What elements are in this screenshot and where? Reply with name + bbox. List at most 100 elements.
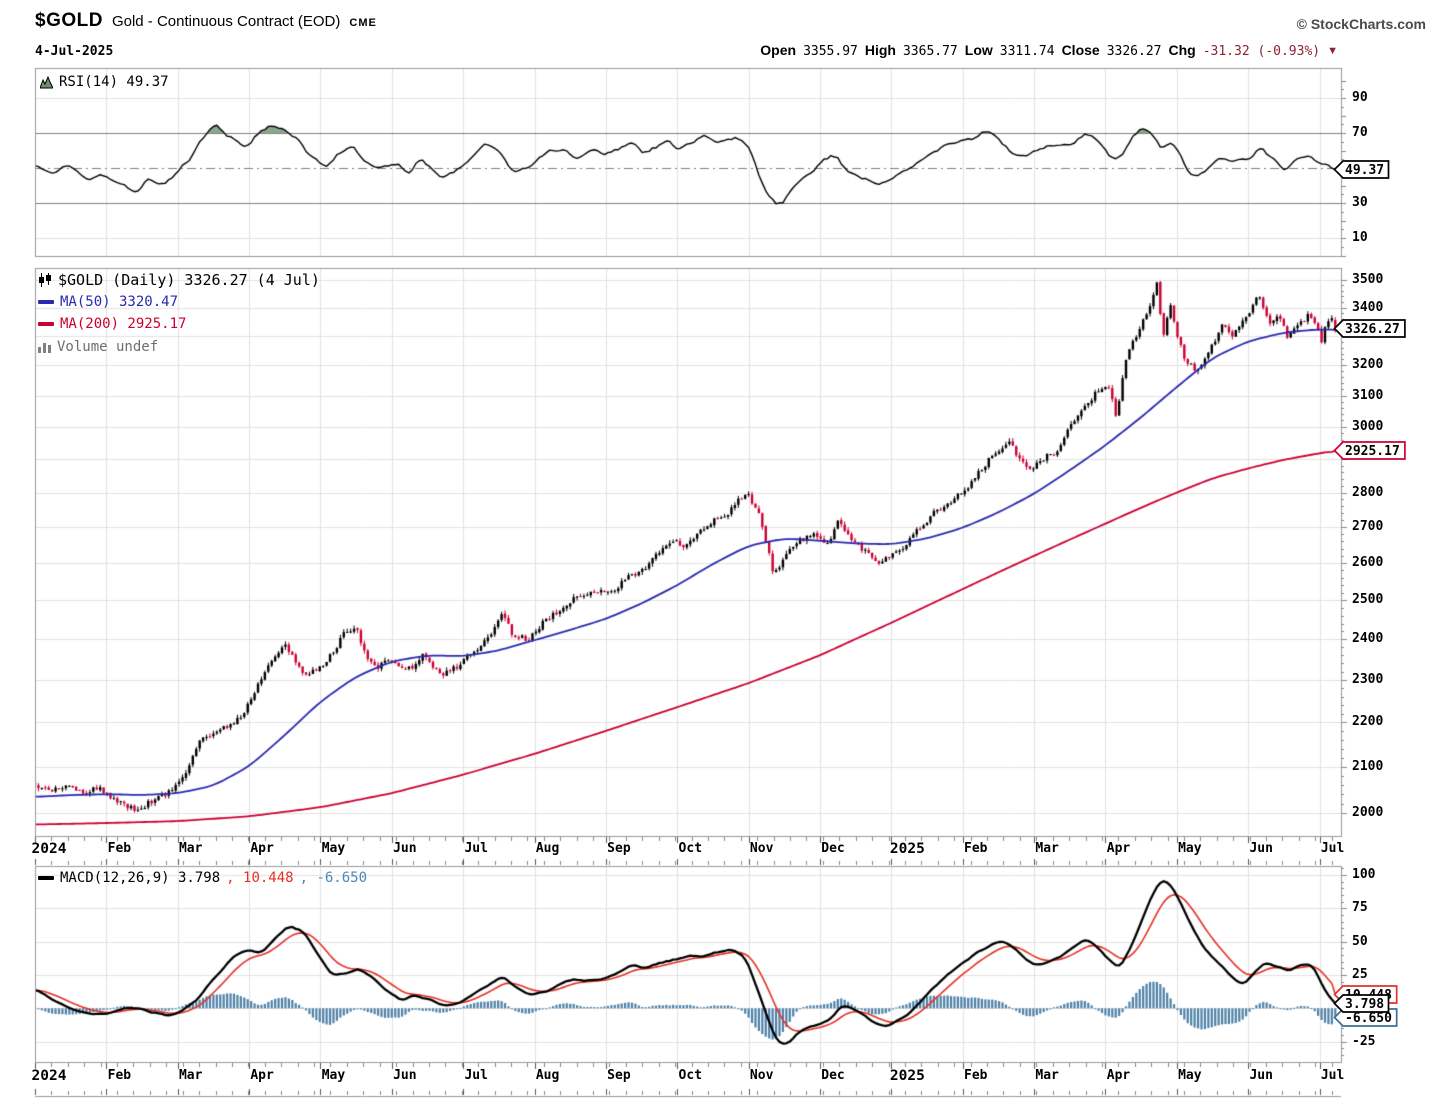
x-axis-month-label: Jul	[464, 841, 488, 856]
y-tick-label: 10	[1352, 230, 1368, 245]
low-label: Low	[964, 42, 993, 58]
y-tick-label: 3000	[1352, 418, 1384, 434]
chg-down-arrow-icon: ▼	[1327, 45, 1338, 57]
volume-legend-label: Volume undef	[57, 339, 159, 355]
chart-date: 4-Jul-2025	[35, 44, 114, 59]
ma200-legend: MA(200) 2925.17	[38, 316, 186, 332]
x-axis-month-label: Apr	[250, 841, 274, 856]
svg-text:-6.650: -6.650	[1345, 1011, 1392, 1026]
svg-text:49.37: 49.37	[1345, 163, 1384, 178]
y-tick-label: 2100	[1352, 758, 1384, 774]
high-label: High	[864, 42, 896, 58]
x-axis-month-label: May	[1178, 1068, 1202, 1083]
rsi-area-icon	[40, 75, 53, 88]
x-axis-month-label: Aug	[535, 1068, 560, 1083]
x-axis-month-label: Jun	[393, 1068, 417, 1083]
macd-legend: MACD(12,26,9) 3.798 , 10.448 , -6.650	[38, 870, 367, 886]
rsi-legend: RSI(14) 49.37	[40, 74, 169, 90]
x-axis-month-label: Oct	[678, 841, 703, 856]
rsi-value-callout: 49.37	[1333, 159, 1390, 179]
x-axis-month-label: Apr	[1106, 841, 1131, 856]
x-axis-month-label: Dec	[821, 1068, 845, 1083]
macd-legend-main: MACD(12,26,9) 3.798	[60, 870, 221, 886]
x-axis-month-label: May	[321, 841, 346, 856]
open-label: Open	[760, 42, 797, 58]
volume-legend: Volume undef	[38, 339, 158, 355]
x-axis-year-label: 2024	[31, 1068, 67, 1084]
macd-legend-signal: , 10.448	[226, 870, 294, 886]
y-tick-label: 2400	[1352, 631, 1384, 647]
y-tick-label: 3200	[1352, 357, 1384, 373]
x-axis-month-label: Feb	[964, 1068, 988, 1083]
high-value: 3365.77	[902, 44, 958, 59]
ma50-legend: MA(50) 3320.47	[38, 294, 178, 310]
y-tick-label: 3500	[1352, 272, 1384, 287]
y-tick-label: 25	[1352, 967, 1368, 982]
x-axis-month-label: Feb	[964, 841, 988, 856]
x-axis-year-label: 2024	[31, 841, 67, 857]
macd-value-callout: 3.798	[1333, 993, 1390, 1013]
ma200-legend-label: MA(200) 2925.17	[60, 316, 187, 332]
exchange-label: CME	[349, 17, 377, 29]
x-axis-month-label: Sep	[607, 1068, 631, 1083]
y-tick-label: 100	[1352, 867, 1376, 882]
x-axis-month-label: Oct	[678, 1068, 703, 1083]
quote-strip: Open 3355.97 High 3365.77 Low 3311.74 Cl…	[760, 42, 1338, 59]
chg-label: Chg	[1168, 42, 1196, 58]
y-tick-label: 3400	[1352, 299, 1384, 315]
y-tick-label: 50	[1352, 933, 1368, 949]
price-legend-label: $GOLD (Daily) 3326.27 (4 Jul)	[58, 271, 320, 289]
stockcharts-credit: © StockCharts.com	[1296, 16, 1426, 32]
x-axis-month-label: Jul	[1320, 841, 1345, 856]
x-axis-month-label: Mar	[178, 841, 203, 856]
chg-value: -31.32 (-0.93%)	[1202, 44, 1321, 59]
y-tick-label: 3100	[1352, 387, 1384, 403]
y-tick-label: 2600	[1352, 555, 1384, 571]
x-axis-month-label: Jul	[1320, 1068, 1345, 1083]
low-value: 3311.74	[999, 44, 1055, 59]
x-axis-month-label: Apr	[1106, 1068, 1131, 1083]
macd-legend-hist: , -6.650	[299, 870, 368, 886]
y-tick-label: 75	[1352, 900, 1368, 916]
y-tick-label: 2300	[1352, 671, 1384, 687]
volume-bars-icon	[38, 343, 51, 353]
x-axis-month-label: Mar	[178, 1068, 203, 1083]
ma50-legend-label: MA(50) 3320.47	[60, 294, 179, 310]
close-label: Close	[1061, 42, 1100, 58]
x-axis-month-label: Jun	[393, 841, 417, 856]
ma200-value-callout: 2925.17	[1333, 441, 1407, 461]
x-axis-month-label: Aug	[535, 841, 560, 856]
x-axis-month-label: May	[1178, 841, 1202, 856]
y-tick-label: 30	[1352, 195, 1368, 210]
ma200-line-icon	[38, 322, 54, 326]
x-axis-year-label: 2025	[889, 1068, 925, 1084]
x-axis-month-label: Feb	[107, 1068, 132, 1083]
macd-line-icon	[38, 876, 54, 880]
x-axis-month-label: Jun	[1249, 841, 1273, 856]
open-value: 3355.97	[803, 44, 858, 59]
y-tick-label: 2200	[1352, 714, 1384, 730]
ma50-line-icon	[38, 300, 54, 304]
macd-hist-callout: -6.650	[1333, 1007, 1399, 1027]
svg-text:3326.27: 3326.27	[1345, 322, 1400, 337]
candlestick-icon	[39, 273, 51, 287]
x-axis-month-label: Nov	[749, 1068, 774, 1083]
y-tick-label: 2700	[1352, 519, 1384, 535]
x-axis-month-label: Feb	[107, 841, 132, 856]
x-axis-month-label: Mar	[1035, 841, 1059, 856]
x-axis-month-label: Dec	[821, 841, 845, 856]
x-axis-month-label: May	[321, 1068, 346, 1083]
y-tick-label: -25	[1352, 1033, 1376, 1049]
x-axis-month-label: Nov	[749, 841, 774, 856]
x-axis-month-label: Apr	[250, 1068, 274, 1083]
x-axis-month-label: Jun	[1249, 1068, 1273, 1083]
y-tick-label: 90	[1352, 90, 1368, 105]
x-axis-month-label: Sep	[607, 841, 631, 856]
y-tick-label: 2000	[1352, 805, 1384, 820]
last-price-callout: 3326.27	[1333, 319, 1407, 338]
svg-text:2925.17: 2925.17	[1345, 444, 1400, 459]
x-axis-year-label: 2025	[889, 841, 925, 857]
y-tick-label: 2500	[1352, 592, 1384, 608]
symbol-title: $GOLD	[35, 10, 103, 31]
